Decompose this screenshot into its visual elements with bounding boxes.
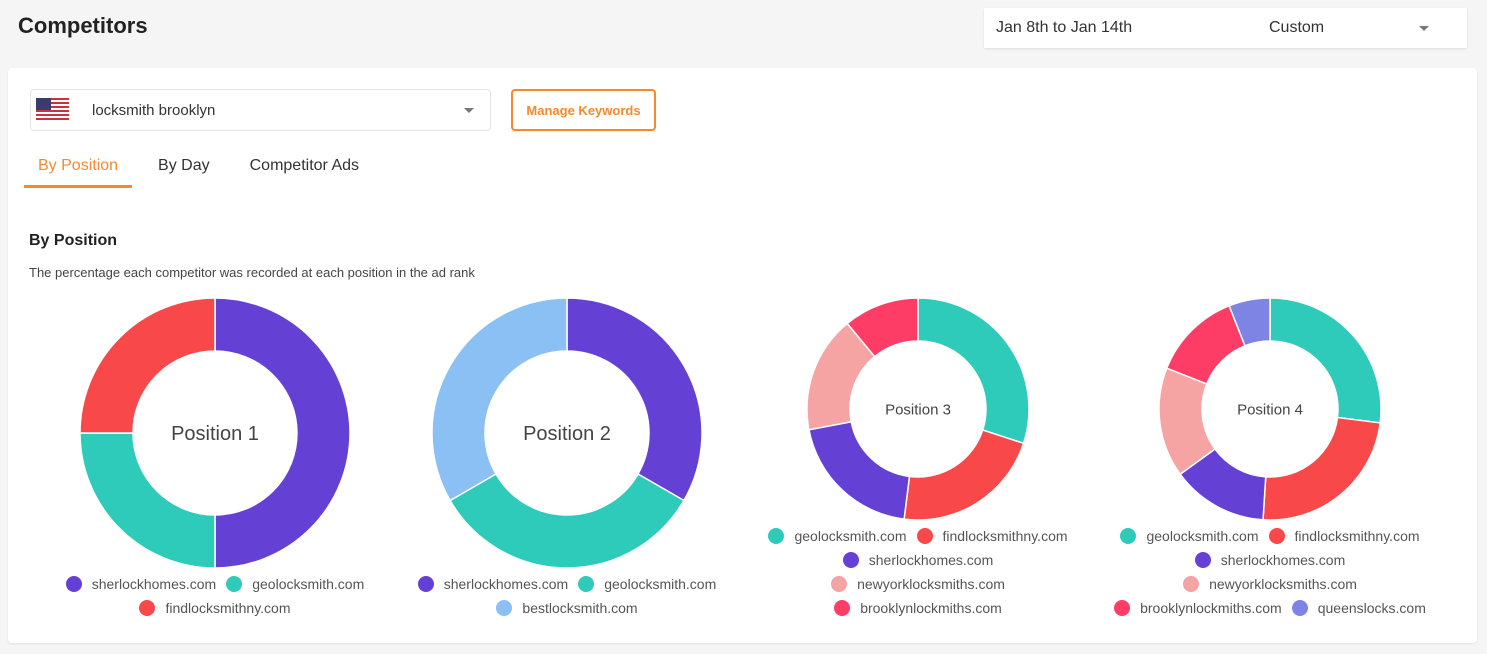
range-mode-label: Custom [1269, 19, 1325, 36]
legend-item[interactable]: geolocksmith.com [1120, 527, 1259, 545]
legend-label: sherlockhomes.com [868, 552, 994, 568]
legend-dot-icon [578, 576, 595, 592]
legend-dot-icon [1120, 528, 1137, 544]
legend-label: findlocksmithny.com [1294, 528, 1420, 544]
slice-findlocksmithny-com[interactable] [1262, 416, 1381, 521]
legend-label: bestlocksmith.com [522, 600, 638, 616]
chart-center-label: Position 2 [523, 423, 611, 445]
date-range-select[interactable]: Jan 8th to Jan 14th Custom [984, 8, 1467, 48]
legend-item[interactable]: geolocksmith.com [226, 575, 364, 593]
legend-label: geolocksmith.com [794, 528, 907, 544]
legend-item[interactable]: newyorklocksmiths.com [1183, 575, 1357, 593]
legend-item[interactable]: brooklynlockmiths.com [834, 599, 1002, 617]
legend-label: brooklynlockmiths.com [860, 600, 1002, 616]
slice-bestlocksmith-com[interactable] [431, 297, 568, 502]
slice-geolocksmith-com[interactable] [79, 432, 216, 569]
legend-item[interactable]: bestlocksmith.com [496, 599, 638, 617]
legend-item[interactable]: newyorklocksmiths.com [831, 575, 1005, 593]
legend-label: sherlockhomes.com [443, 576, 569, 592]
legend-dot-icon [65, 576, 82, 592]
us-flag-icon [36, 98, 69, 122]
slice-queenslocks-com[interactable] [1228, 297, 1271, 347]
donut-chart-1: Position 1 sherlockhomes.com geolocksmith.… [35, 297, 395, 617]
manage-keywords-button[interactable]: Manage Keywords [511, 89, 656, 131]
legend-label: findlocksmithny.com [942, 528, 1068, 544]
legend-dot-icon [1291, 600, 1308, 616]
donut-chart-3: Position 3 geolocksmith.com findlocksmithn… [738, 297, 1098, 617]
legend-item[interactable]: findlocksmithny.com [1268, 527, 1420, 545]
tab-competitor-ads[interactable]: Competitor Ads [249, 157, 360, 174]
chart-legend: geolocksmith.com findlocksmithny.com sherl… [748, 527, 1088, 617]
chart-legend: geolocksmith.com findlocksmithny.com sherl… [1100, 527, 1440, 617]
date-range-label: Jan 8th to Jan 14th [996, 19, 1133, 36]
slice-geolocksmith-com[interactable] [1269, 297, 1382, 424]
chart-center-label: Position 3 [885, 401, 951, 418]
legend-dot-icon [831, 576, 848, 592]
slice-sherlockhomes-com[interactable] [214, 297, 351, 569]
competitors-card: locksmith brooklyn Manage Keywords By Po… [8, 68, 1477, 643]
legend-item[interactable]: findlocksmithny.com [139, 599, 291, 617]
legend-label: newyorklocksmiths.com [857, 576, 1005, 592]
legend-label: sherlockhomes.com [1220, 552, 1346, 568]
legend-dot-icon [139, 600, 156, 616]
tab-by-day[interactable]: By Day [158, 157, 210, 174]
slice-findlocksmithny-com[interactable] [903, 429, 1025, 521]
slice-geolocksmith-com[interactable] [917, 297, 1030, 445]
slice-geolocksmith-com[interactable] [449, 472, 685, 569]
legend-label: findlocksmithny.com [165, 600, 291, 616]
slice-sherlockhomes-com[interactable] [566, 297, 703, 502]
chart-legend: sherlockhomes.com geolocksmith.com findloc… [45, 575, 385, 617]
legend-dot-icon [417, 576, 434, 592]
legend-item[interactable]: queenslocks.com [1291, 599, 1426, 617]
legend-dot-icon [842, 552, 859, 568]
legend-label: brooklynlockmiths.com [1140, 600, 1282, 616]
legend-dot-icon [1194, 552, 1211, 568]
page-title: Competitors [18, 13, 148, 38]
legend-dot-icon [1114, 600, 1131, 616]
legend-item[interactable]: brooklynlockmiths.com [1114, 599, 1282, 617]
legend-dot-icon [226, 576, 243, 592]
section-title: By Position [29, 232, 118, 249]
caret-down-icon [1419, 25, 1429, 31]
legend-item[interactable]: sherlockhomes.com [417, 575, 569, 593]
slice-sherlockhomes-com[interactable] [808, 420, 911, 520]
donut-chart-2: Position 2 sherlockhomes.com geolocksmith.… [387, 297, 747, 617]
tab-by-position[interactable]: By Position [24, 154, 133, 188]
legend-label: geolocksmith.com [1146, 528, 1259, 544]
section-description: The percentage each competitor was recor… [29, 265, 475, 280]
keyword-select[interactable]: locksmith brooklyn [30, 89, 491, 131]
legend-dot-icon [496, 600, 513, 616]
keyword-value: locksmith brooklyn [92, 101, 216, 119]
slice-brooklynlockmiths-com[interactable] [846, 297, 919, 358]
legend-label: geolocksmith.com [604, 576, 717, 592]
tabs: By Position By Day Competitor Ads [24, 154, 385, 188]
caret-down-icon [464, 107, 474, 113]
chart-center-label: Position 4 [1237, 401, 1303, 418]
legend-dot-icon [1268, 528, 1285, 544]
legend-item[interactable]: sherlockhomes.com [65, 575, 217, 593]
donut-chart-4: Position 4 geolocksmith.com findlocksmithn… [1090, 297, 1450, 617]
legend-dot-icon [1183, 576, 1200, 592]
legend-dot-icon [916, 528, 933, 544]
legend-item[interactable]: geolocksmith.com [768, 527, 907, 545]
legend-label: geolocksmith.com [252, 576, 365, 592]
legend-item[interactable]: geolocksmith.com [578, 575, 716, 593]
legend-label: newyorklocksmiths.com [1209, 576, 1357, 592]
legend-item[interactable]: sherlockhomes.com [842, 551, 994, 569]
legend-label: queenslocks.com [1317, 600, 1426, 616]
legend-dot-icon [834, 600, 851, 616]
legend-dot-icon [768, 528, 785, 544]
slice-findlocksmithny-com[interactable] [79, 297, 216, 434]
chart-center-label: Position 1 [171, 423, 259, 445]
legend-label: sherlockhomes.com [91, 576, 217, 592]
chart-legend: sherlockhomes.com geolocksmith.com bestloc… [397, 575, 737, 617]
legend-item[interactable]: sherlockhomes.com [1194, 551, 1346, 569]
legend-item[interactable]: findlocksmithny.com [916, 527, 1068, 545]
